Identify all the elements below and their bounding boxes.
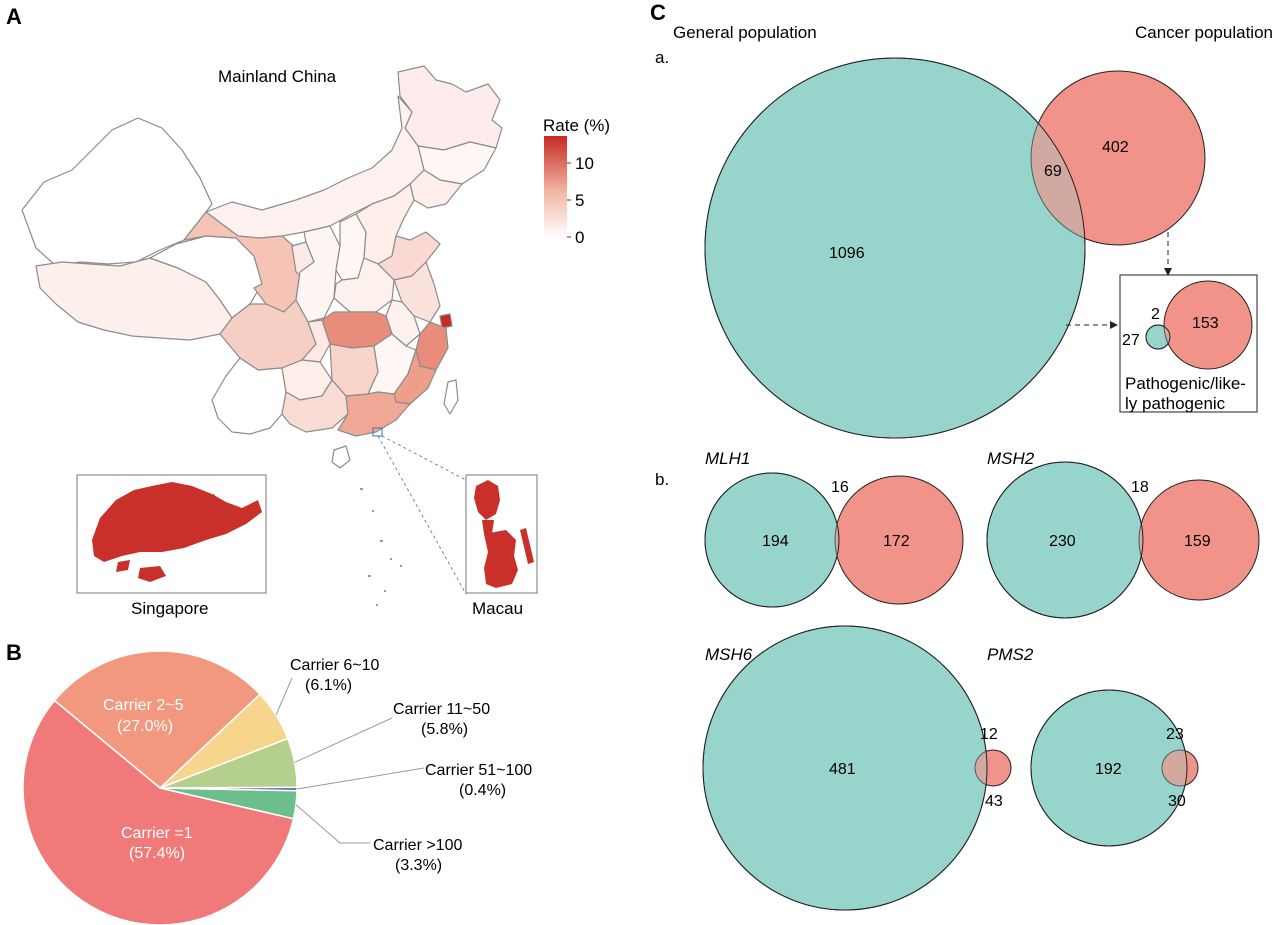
map-legend: Rate (%) 10 5 0 [543,116,610,247]
venn-patho-overlap: 2 [1151,306,1160,323]
venn-patho-only-general: 27 [1122,332,1140,349]
venn-msh2-cancer-circle [1138,479,1260,601]
province-zhejiang [415,321,449,371]
singapore-label: Singapore [131,599,209,618]
cancer-population-label: Cancer population [1135,23,1273,42]
province-shanghai [439,313,453,329]
pie-slice-1 [53,650,261,789]
china-map [21,65,503,606]
venn-diagrams [702,57,1260,911]
legend-title: Rate (%) [543,116,610,135]
venn-pms2-title: PMS2 [987,645,1034,664]
venn-msh6-only-general: 481 [829,761,856,778]
macau-leader-top [381,435,467,481]
venn-msh6-overlap: 12 [980,726,998,743]
venn-msh2-overlap: 18 [1131,479,1149,496]
venn-a-only-cancer: 402 [1102,139,1129,156]
panel-label-c: C [650,0,666,25]
macau-marker [372,427,383,437]
general-population-label: General population [673,23,817,42]
pie-label-carrier-51-100: Carrier 51~100 [425,762,532,779]
province-yunnan [211,357,287,435]
venn-msh6-only-cancer: 43 [985,793,1003,810]
province-heilongjiang [397,65,503,151]
panel-label-a: A [6,4,22,29]
legend-tick-0: 0 [575,228,584,247]
pie-value-carrier-over-100: (3.3%) [395,857,442,874]
pie-leader-5 [295,804,370,844]
venn-msh2-only-cancer: 159 [1184,533,1211,550]
macau-leader-bottom [377,435,467,595]
pathogenic-label-line1: Pathogenic/like- [1125,374,1246,393]
legend-tick-5: 5 [575,191,584,210]
legend-tick-10: 10 [575,154,594,173]
venn-msh2-only-general: 230 [1049,533,1076,550]
arrow-right-head [1110,321,1118,329]
venn-a-overlap: 69 [1044,163,1062,180]
south-china-sea-islands [360,488,402,606]
macau-peninsula [474,480,500,520]
singapore-inset: Singapore [76,474,267,618]
macau-label: Macau [472,599,523,618]
venn-msh2-title: MSH2 [987,449,1035,468]
pie-value-carrier-6-10: (6.1%) [305,677,352,694]
panel-label-b: B [6,640,22,665]
pie-leader-4 [296,767,425,790]
pie-value-carrier-1: (57.4%) [129,845,185,862]
venn-mlh1-only-general: 194 [762,533,789,550]
venn-msh6-overlap-tint [702,625,988,911]
pie-value-carrier-11-50: (5.8%) [421,721,468,738]
venn-msh2-overlap-tint [986,461,1144,619]
venn-mlh1-overlap-tint [704,472,840,608]
pie-leader-3 [294,717,393,763]
singapore-shape [92,482,262,562]
pie-value-carrier-51-100: (0.4%) [459,782,506,799]
venn-pms2-overlap: 23 [1166,726,1184,743]
macau-islands [484,530,518,588]
venn-patho-only-cancer: 153 [1192,315,1219,332]
province-shaanxi [295,225,341,323]
venn-a-cancer-circle [1030,70,1206,246]
venn-a-only-general: 1096 [829,245,865,262]
venn-mlh1-cancer-circle [834,475,964,605]
venn-a-overlap-tint [704,57,1086,439]
sub-panel-a-label: a. [655,48,669,67]
venn-msh6-title: MSH6 [705,645,753,664]
venn-pms2-only-cancer: 30 [1168,793,1186,810]
pathogenic-label-line2: ly pathogenic [1125,394,1226,413]
pathogenic-inset-box [1119,274,1258,413]
venn-pms2-cancer-circle [1161,749,1199,787]
pie-leader-2 [275,677,293,716]
province-guangdong [337,391,411,437]
pie-label-carrier-11-50: Carrier 11~50 [393,701,490,718]
pie-slice-0 [22,699,295,925]
province-hebei [355,183,415,265]
sub-panel-b-label: b. [655,470,669,489]
venn-patho-overlap-tint [1145,324,1171,350]
province-inner-mongolia [205,95,425,239]
pie-label-carrier-over-100: Carrier >100 [373,837,462,854]
map-title: Mainland China [218,67,337,86]
pie-chart [22,650,425,925]
pie-label-carrier-1: Carrier =1 [121,825,193,842]
province-liaoning [409,169,463,209]
pie-label-carrier-2-5: Carrier 2~5 [103,697,184,714]
arrow-down-head [1164,268,1172,276]
pie-value-carrier-2-5: (27.0%) [117,718,173,735]
venn-mlh1-only-cancer: 172 [883,533,910,550]
pie-label-carrier-6-10: Carrier 6~10 [290,657,379,674]
legend-colorbar [544,136,567,238]
venn-pms2-only-general: 192 [1095,761,1122,778]
venn-msh6-cancer-circle [974,749,1012,787]
venn-mlh1-title: MLH1 [705,449,750,468]
province-xinjiang [21,117,213,267]
venn-pms2-overlap-tint [1030,689,1188,847]
venn-mlh1-overlap: 16 [831,479,849,496]
province-hainan [331,445,351,469]
venn-patho-cancer-circle [1163,280,1253,370]
province-taiwan [443,379,459,415]
macau-inset: Macau [465,474,538,618]
